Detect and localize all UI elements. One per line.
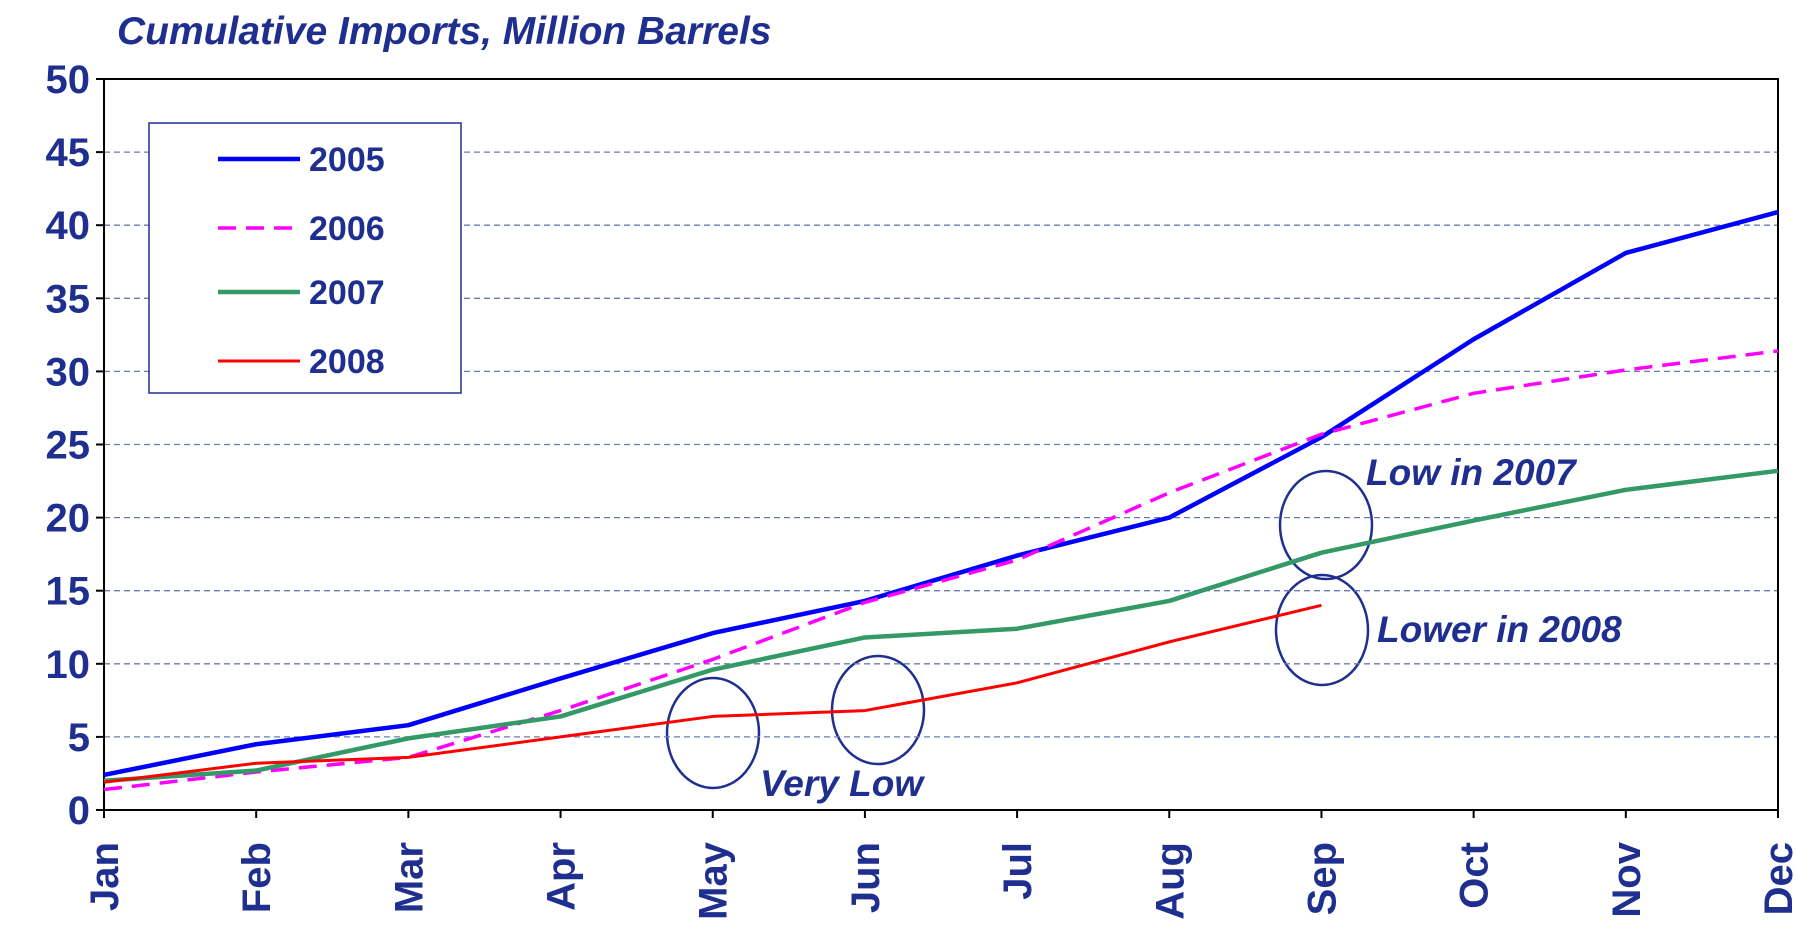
x-tick-label: Mar <box>387 842 431 913</box>
y-tick-label: 15 <box>46 570 91 614</box>
series-line <box>103 468 1779 784</box>
x-tick-label: Aug <box>1148 842 1192 920</box>
x-tick-label: Apr <box>540 842 584 911</box>
x-tick-label: Sep <box>1300 842 1344 915</box>
y-tick-label: 50 <box>46 58 91 102</box>
x-tick-label: Jul <box>996 842 1040 900</box>
y-tick-label: 45 <box>46 131 91 175</box>
annotation: Very Low <box>760 763 925 804</box>
x-tick-label: Oct <box>1453 842 1497 909</box>
y-tick-label: 35 <box>46 277 91 321</box>
annotation: Lower in 2008 <box>1377 609 1622 650</box>
legend-label: 2005 <box>309 141 385 179</box>
x-tick-label: Dec <box>1757 842 1797 915</box>
x-tick-label: Jan <box>83 842 127 911</box>
legend-label: 2007 <box>309 274 385 312</box>
annotation: Low in 2007 <box>1366 452 1578 493</box>
legend-label: 2008 <box>309 343 385 381</box>
y-tick-label: 40 <box>46 204 91 248</box>
ellipse <box>665 676 761 790</box>
y-tick-label: 20 <box>46 497 91 541</box>
series-line <box>103 349 1779 792</box>
y-tick-label: 10 <box>46 643 91 687</box>
series-line <box>103 209 1779 778</box>
y-tick-label: 0 <box>68 789 90 833</box>
ellipse <box>830 654 926 766</box>
legend-box <box>148 122 462 394</box>
x-tick-label: Nov <box>1605 841 1649 917</box>
ellipse <box>1274 573 1370 687</box>
plot-border <box>103 78 1779 811</box>
x-tick-label: May <box>692 841 736 920</box>
legend-label: 2006 <box>309 210 385 248</box>
x-tick-label: Jun <box>844 842 888 913</box>
y-tick-label: 25 <box>46 424 91 468</box>
y-tick-label: 5 <box>68 716 90 760</box>
chart-title: Cumulative Imports, Million Barrels <box>117 10 771 53</box>
y-tick-label: 30 <box>46 350 91 394</box>
annotation-ellipses <box>665 469 1374 790</box>
series-line <box>103 603 1322 784</box>
ellipse <box>1278 469 1374 581</box>
x-tick-label: Feb <box>235 842 279 913</box>
